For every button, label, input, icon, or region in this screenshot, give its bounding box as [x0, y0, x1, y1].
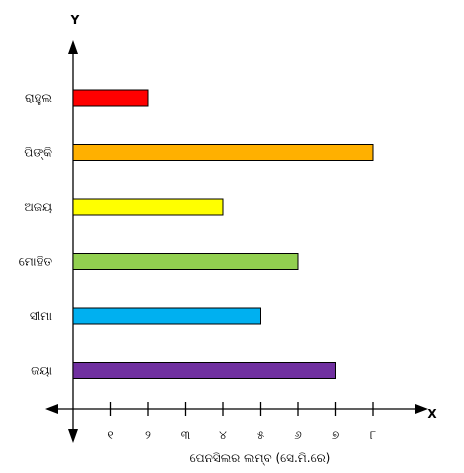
category-label-2: ପିଙ୍କି — [24, 146, 52, 160]
category-labels: ରାହୁଲ ପିଙ୍କି ଅଜୟ ମୋହିତ ସୀମା ଜୟା — [19, 91, 53, 378]
category-label-3: ଅଜୟ — [24, 200, 52, 214]
x-tick-label-5: ୫ — [257, 428, 265, 442]
x-axis-title: ପେନସିଲର ଲମ୍ବ (ସେ.ମି.ରେ) — [190, 451, 331, 465]
x-tick-label-4: ୪ — [219, 428, 227, 442]
category-label-6: ଜୟା — [31, 364, 52, 378]
y-axis-letter: Y — [70, 13, 80, 27]
x-tick-label-7: ୭ — [332, 428, 339, 442]
axes: Y X ପେନସିଲର ଲମ୍ବ (ସେ.ମି.ରେ) — [45, 13, 437, 465]
x-tick-label-8: ୮ — [370, 428, 376, 442]
y-axis-arrow-down-icon — [68, 429, 78, 443]
x-tick-label-2: ୨ — [145, 428, 151, 442]
x-axis-arrow-right-icon — [415, 404, 428, 414]
bar-5 — [72, 307, 261, 325]
y-axis-arrow-up-icon — [68, 40, 78, 54]
x-ticks: ୧ ୨ ୩ ୪ ୫ ୬ ୭ ୮ — [107, 402, 376, 442]
bar-2 — [72, 144, 374, 161]
bar-4 — [72, 253, 299, 270]
x-tick-label-6: ୬ — [294, 428, 302, 442]
x-axis-letter: X — [427, 407, 437, 421]
bar-1 — [72, 89, 149, 107]
x-axis-arrow-left-icon — [45, 404, 58, 414]
bars-group — [72, 89, 374, 379]
bar-6 — [72, 362, 336, 379]
category-label-5: ସୀମା — [30, 309, 52, 323]
x-tick-label-3: ୩ — [181, 428, 191, 442]
x-tick-label-1: ୧ — [107, 428, 113, 442]
category-label-1: ରାହୁଲ — [25, 91, 53, 105]
bar-3 — [72, 198, 224, 216]
category-label-4: ମୋହିତ — [19, 255, 53, 269]
